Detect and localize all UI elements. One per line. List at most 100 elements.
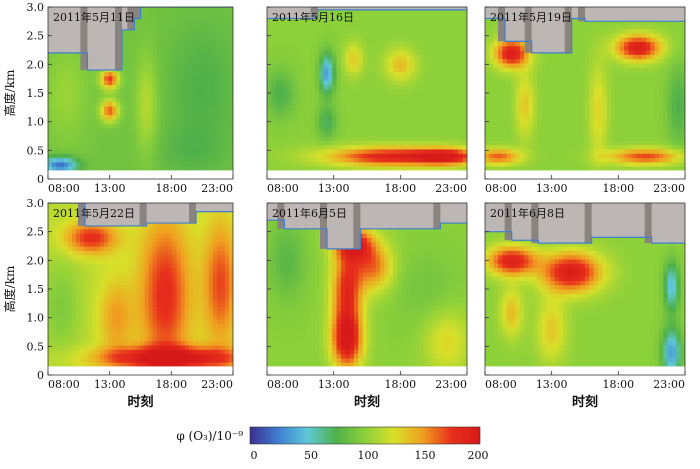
heatmap-cell: [568, 106, 573, 111]
heatmap-cell: [209, 158, 214, 163]
heatmap-cell: [354, 166, 359, 171]
heatmap-cell: [302, 145, 307, 150]
heatmap-cell: [454, 67, 459, 72]
heatmap-cell: [100, 115, 105, 120]
heatmap-cell: [511, 54, 516, 59]
heatmap-cell: [205, 145, 210, 150]
heatmap-cell: [402, 72, 407, 77]
heatmap-cell: [181, 80, 186, 85]
heatmap-cell: [217, 102, 222, 107]
heatmap-cell: [88, 80, 93, 85]
heatmap-cell: [310, 97, 315, 102]
heatmap-cell: [306, 115, 311, 120]
heatmap-cell: [406, 76, 411, 81]
heatmap-cell: [615, 132, 620, 137]
heatmap-cell: [594, 97, 599, 102]
heatmap-cell: [319, 158, 324, 163]
heatmap-cell: [280, 158, 285, 163]
heatmap-cell: [88, 110, 93, 115]
heatmap-cell: [197, 80, 202, 85]
heatmap-cell: [428, 136, 433, 141]
heatmap-cell: [284, 84, 289, 89]
heatmap-cell: [328, 115, 333, 120]
heatmap-cell: [52, 158, 57, 163]
heatmap-cell: [68, 80, 73, 85]
heatmap-cell: [598, 89, 603, 94]
heatmap-cell: [454, 97, 459, 102]
heatmap-cell: [112, 153, 117, 158]
heatmap-cell: [371, 46, 376, 51]
heatmap-cell: [193, 136, 198, 141]
heatmap-cell: [384, 145, 389, 150]
heatmap-cell: [112, 89, 117, 94]
heatmap-cell: [524, 162, 529, 167]
heatmap-cell: [550, 84, 555, 89]
heatmap-cell: [271, 59, 276, 64]
heatmap-cell: [555, 123, 560, 128]
heatmap-cell: [293, 72, 298, 77]
heatmap-cell: [96, 145, 101, 150]
heatmap-cell: [406, 145, 411, 150]
heatmap-cell: [450, 20, 455, 25]
heatmap-cell: [189, 153, 194, 158]
heatmap-cell: [589, 127, 594, 132]
heatmap-cell: [437, 72, 442, 77]
heatmap-cell: [100, 158, 105, 163]
heatmap-cell: [84, 110, 89, 115]
heatmap-cell: [120, 158, 125, 163]
heatmap-cell: [546, 119, 551, 124]
heatmap-cell: [424, 20, 429, 25]
heatmap-cell: [341, 106, 346, 111]
heatmap-cell: [124, 93, 129, 98]
heatmap-cell: [205, 110, 210, 115]
heatmap-cell: [48, 115, 53, 120]
heatmap-cell: [511, 136, 516, 141]
heatmap-cell: [384, 29, 389, 34]
heatmap-cell: [428, 41, 433, 46]
heatmap-cell: [376, 67, 381, 72]
heatmap-cell: [350, 29, 355, 34]
heatmap-cell: [533, 145, 538, 150]
heatmap-cell: [576, 93, 581, 98]
heatmap-cell: [271, 162, 276, 167]
heatmap-cell: [149, 16, 154, 21]
ozone-field: [485, 7, 686, 180]
heatmap-cell: [419, 76, 424, 81]
heatmap-cell: [371, 72, 376, 77]
heatmap-cell: [537, 119, 542, 124]
heatmap-cell: [185, 7, 190, 12]
heatmap-cell: [267, 63, 272, 68]
heatmap-cell: [568, 166, 573, 171]
heatmap-cell: [358, 80, 363, 85]
heatmap-cell: [68, 132, 73, 137]
x-tick-label: 18:00: [155, 182, 187, 195]
heatmap-cell: [197, 76, 202, 81]
heatmap-cell: [64, 67, 69, 72]
heatmap-cell: [289, 46, 294, 51]
heatmap-cell: [201, 37, 206, 42]
heatmap-cell: [120, 153, 125, 158]
heatmap-cell: [437, 89, 442, 94]
heatmap-cell: [284, 80, 289, 85]
heatmap-cell: [193, 119, 198, 124]
heatmap-cell: [306, 76, 311, 81]
heatmap-cell: [153, 7, 158, 12]
heatmap-cell: [289, 140, 294, 145]
heatmap-cell: [181, 11, 186, 16]
heatmap-cell: [611, 158, 616, 163]
heatmap-cell: [389, 110, 394, 115]
heatmap-cell: [428, 115, 433, 120]
heatmap-cell: [445, 72, 450, 77]
heatmap-cell: [297, 29, 302, 34]
heatmap-cell: [602, 127, 607, 132]
heatmap-cell: [559, 110, 564, 115]
heatmap-cell: [402, 46, 407, 51]
heatmap-cell: [511, 63, 516, 68]
heatmap-cell: [585, 50, 590, 55]
heatmap-cell: [315, 50, 320, 55]
heatmap-cell: [173, 33, 178, 38]
heatmap-cell: [371, 145, 376, 150]
heatmap-cell: [189, 67, 194, 72]
heatmap-cell: [88, 166, 93, 171]
heatmap-cell: [193, 72, 198, 77]
